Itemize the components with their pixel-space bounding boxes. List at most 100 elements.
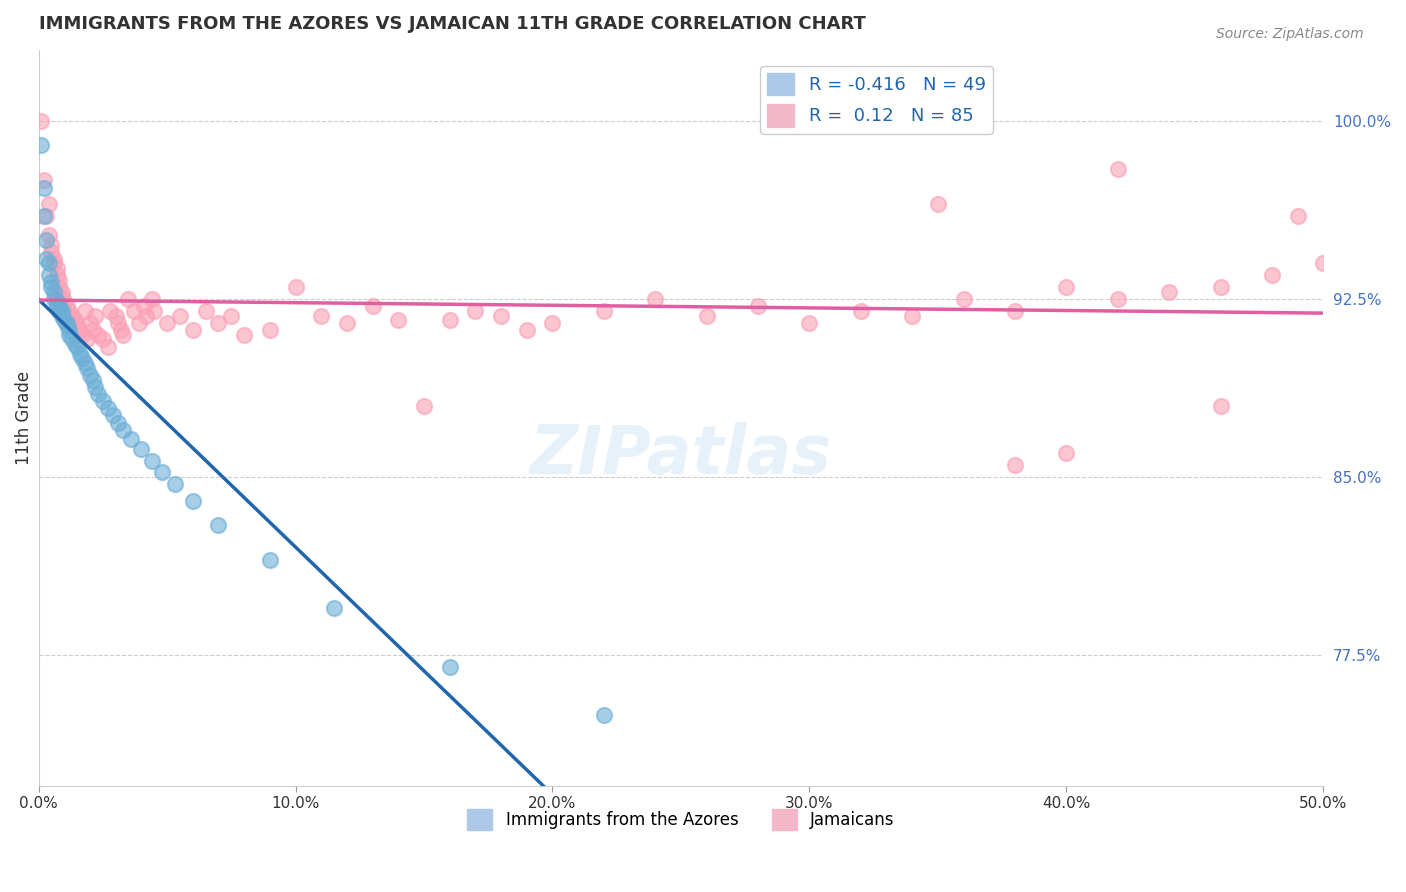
Point — [592, 707, 614, 722]
Point — [952, 292, 974, 306]
Point — [41, 276, 63, 290]
Point — [97, 401, 120, 416]
Point — [413, 399, 436, 413]
Point — [56, 318, 79, 333]
Point — [42, 252, 65, 266]
Text: IMMIGRANTS FROM THE AZORES VS JAMAICAN 11TH GRADE CORRELATION CHART: IMMIGRANTS FROM THE AZORES VS JAMAICAN 1… — [38, 15, 866, 33]
Point — [194, 304, 217, 318]
Point — [439, 660, 461, 674]
Point — [219, 309, 242, 323]
Point — [84, 380, 107, 394]
Point — [51, 290, 73, 304]
Point — [41, 280, 63, 294]
Point — [309, 309, 332, 323]
Point — [927, 197, 949, 211]
Point — [48, 304, 70, 318]
Point — [1054, 446, 1077, 460]
Point — [69, 323, 91, 337]
Point — [38, 268, 60, 283]
Point — [45, 294, 67, 309]
Point — [323, 600, 346, 615]
Point — [38, 227, 60, 242]
Point — [439, 313, 461, 327]
Point — [1209, 280, 1232, 294]
Point — [135, 309, 157, 323]
Point — [1312, 256, 1334, 270]
Point — [592, 304, 614, 318]
Point — [97, 340, 120, 354]
Point — [1004, 458, 1026, 473]
Point — [60, 309, 83, 323]
Point — [259, 323, 281, 337]
Y-axis label: 11th Grade: 11th Grade — [15, 371, 32, 465]
Point — [82, 323, 104, 337]
Point — [128, 316, 150, 330]
Point — [181, 323, 204, 337]
Point — [91, 394, 114, 409]
Point — [76, 333, 98, 347]
Point — [131, 442, 153, 456]
Point — [336, 316, 359, 330]
Point — [1159, 285, 1181, 299]
Point — [35, 252, 58, 266]
Point — [56, 299, 79, 313]
Point — [35, 233, 58, 247]
Point — [233, 327, 256, 342]
Point — [41, 244, 63, 259]
Point — [42, 256, 65, 270]
Point — [901, 309, 924, 323]
Point — [45, 299, 67, 313]
Point — [35, 209, 58, 223]
Point — [1209, 399, 1232, 413]
Point — [82, 373, 104, 387]
Point — [60, 333, 83, 347]
Point — [1107, 292, 1129, 306]
Point — [66, 318, 89, 333]
Point — [644, 292, 666, 306]
Point — [207, 316, 229, 330]
Point — [32, 173, 55, 187]
Point — [63, 337, 86, 351]
Point — [30, 137, 52, 152]
Point — [107, 316, 129, 330]
Point — [1286, 209, 1309, 223]
Point — [143, 304, 166, 318]
Point — [207, 517, 229, 532]
Point — [107, 416, 129, 430]
Point — [32, 209, 55, 223]
Point — [100, 304, 122, 318]
Point — [86, 387, 108, 401]
Point — [53, 313, 76, 327]
Point — [70, 327, 93, 342]
Point — [141, 453, 163, 467]
Point — [361, 299, 384, 313]
Point — [42, 292, 65, 306]
Point — [117, 292, 139, 306]
Text: Source: ZipAtlas.com: Source: ZipAtlas.com — [1216, 27, 1364, 41]
Point — [53, 294, 76, 309]
Point — [112, 423, 135, 437]
Point — [181, 494, 204, 508]
Point — [120, 432, 142, 446]
Point — [387, 313, 409, 327]
Point — [696, 309, 718, 323]
Point — [112, 327, 135, 342]
Point — [51, 309, 73, 323]
Point — [1261, 268, 1284, 283]
Point — [51, 285, 73, 299]
Point — [76, 361, 98, 376]
Point — [541, 316, 564, 330]
Point — [79, 368, 101, 382]
Point — [110, 323, 132, 337]
Point — [1054, 280, 1077, 294]
Point — [32, 180, 55, 194]
Point — [70, 351, 93, 366]
Point — [48, 273, 70, 287]
Point — [747, 299, 769, 313]
Point — [799, 316, 821, 330]
Point — [284, 280, 307, 294]
Point — [150, 466, 173, 480]
Text: ZIPatlas: ZIPatlas — [530, 422, 832, 488]
Point — [104, 309, 127, 323]
Point — [58, 304, 80, 318]
